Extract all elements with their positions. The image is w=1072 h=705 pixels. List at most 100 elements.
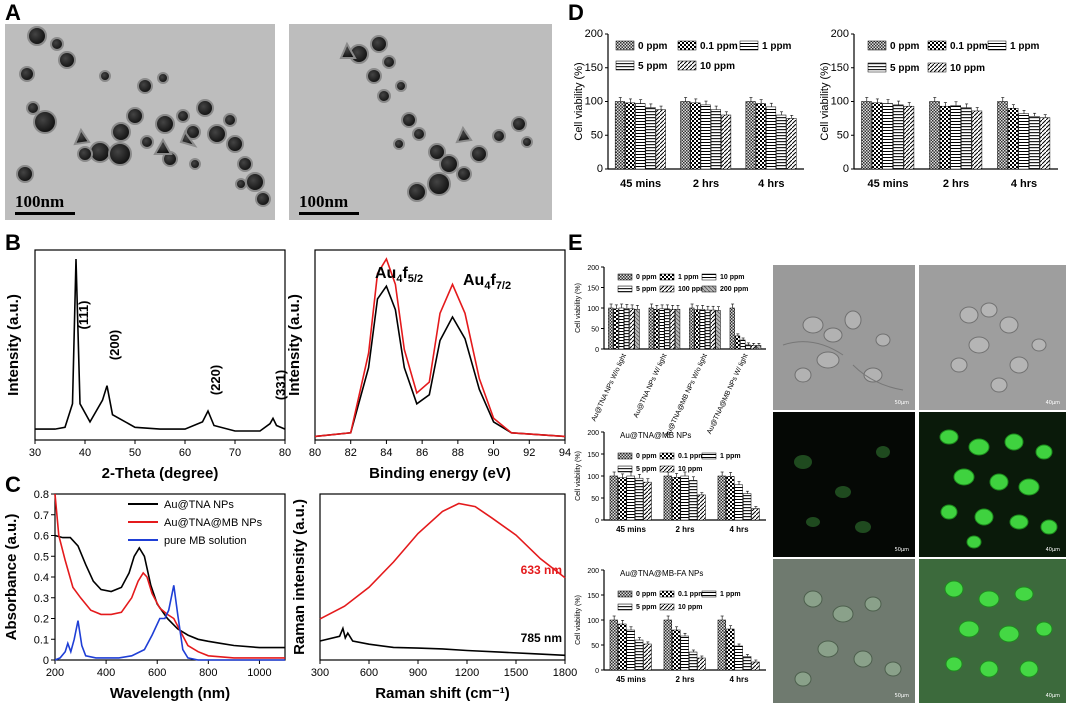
legend-swatch (615, 60, 635, 71)
bar (613, 308, 619, 350)
cells-merge-2 (944, 580, 1053, 678)
legend-swatch (617, 590, 633, 598)
legend-label: 1 ppm (762, 41, 792, 52)
y-tick-label: 100 (831, 96, 849, 108)
legend-swatch (659, 285, 675, 293)
legend-label: 10 ppm (678, 604, 703, 611)
bar (655, 109, 666, 170)
y-tick-label: 200 (587, 430, 599, 437)
bar (729, 307, 735, 350)
bar (659, 308, 665, 350)
cell-viability-d-right: 0 50 100 150 200 Cell viability (%) 45 mins 2 h… (819, 28, 1058, 190)
bar (609, 475, 619, 521)
x-tick-label: 900 (409, 667, 427, 679)
bar (750, 345, 756, 350)
bar (664, 308, 670, 350)
bar (710, 309, 716, 350)
bar (634, 308, 640, 350)
y-tick-label: 0 (843, 163, 849, 175)
bar (680, 635, 689, 671)
y-tick-label: 0.7 (34, 510, 49, 522)
series-line-0 (314, 284, 566, 438)
bar (756, 345, 762, 350)
legend-label: 1 ppm (720, 591, 741, 598)
y-tick-label: 0.1 (34, 634, 49, 646)
bar (663, 475, 673, 521)
y-tick-label: 0.3 (34, 593, 49, 605)
y-tick-label: 0.5 (34, 551, 49, 563)
cell-viability-e-top: 0 50 100 150 200 Cell viability (%) Au@TNA NPs… (575, 265, 766, 439)
legend-swatch (617, 465, 633, 473)
x-tick-label: 86 (416, 447, 428, 459)
x-tick-label: 84 (380, 447, 392, 459)
scale-bar-label-right: 100nm (299, 192, 349, 211)
y-tick-label: 0 (597, 163, 603, 175)
bar (697, 494, 706, 521)
y-tick-label: 150 (587, 593, 599, 600)
xps-chart: 80 82 84 86 88 90 92 94 Binding energy (eV) Inten… (286, 249, 571, 482)
bar (672, 629, 681, 671)
micro-merge-2: 40μm (919, 559, 1066, 703)
legend-label: 10 ppm (700, 61, 735, 72)
bar (717, 619, 727, 671)
legend-swatch (659, 603, 675, 611)
series-line-1 (314, 257, 566, 438)
micro-scale-2: 40μm (1045, 400, 1060, 406)
legend-swatch (617, 452, 633, 460)
bar (929, 101, 940, 170)
legend-swatch (701, 273, 717, 281)
bar (608, 307, 614, 350)
micro-bright-field-2: 40μm (919, 265, 1066, 410)
micro-scale-3: 50μm (894, 547, 909, 553)
bar (614, 101, 626, 170)
bar (688, 651, 698, 671)
panel-label-a: A (5, 0, 21, 25)
bar (1018, 113, 1029, 170)
bar (618, 477, 627, 521)
bar (871, 102, 883, 170)
legend-label: 1 ppm (1010, 41, 1040, 52)
series-line-2 (54, 585, 285, 661)
legend-label: 0 ppm (636, 274, 657, 281)
legend-label: 5 ppm (638, 61, 668, 72)
bar (734, 335, 741, 350)
legend-swatch (617, 285, 633, 293)
tem-image-right: 100nm (289, 24, 552, 220)
bar (653, 308, 660, 350)
legend-label: pure MB solution (164, 535, 247, 547)
x-tick-label: 94 (559, 447, 571, 459)
legend-label: 0 ppm (890, 41, 920, 52)
legend-swatch (659, 273, 675, 281)
panel-label-e: E (568, 230, 583, 255)
bar (624, 308, 630, 350)
legend-swatch (739, 40, 759, 51)
legend-label: Au@TNA NPs (164, 499, 234, 511)
x-tick-label: 600 (148, 667, 166, 679)
bar (629, 308, 635, 350)
legend-label: 100 ppm (678, 286, 706, 293)
bar (726, 628, 735, 671)
plot-frame (34, 249, 286, 441)
bar (609, 619, 619, 671)
y-axis-label: Cell viability (%) (575, 595, 582, 645)
micro-scale-6: 40μm (1045, 693, 1060, 699)
legend-label: 0 ppm (636, 453, 657, 460)
bar (643, 481, 652, 521)
y-tick-label: 100 (587, 618, 599, 625)
bar (700, 104, 711, 170)
legend-swatch (987, 40, 1007, 51)
series-label-633: 633 nm (521, 563, 562, 577)
bar (635, 103, 646, 170)
series-line-0 (319, 502, 566, 620)
legend-swatch (617, 603, 633, 611)
y-tick-label: 50 (837, 129, 849, 141)
chart-title: Au@TNA@MB NPs (620, 431, 691, 440)
category-label: 4 hrs (1011, 178, 1037, 190)
legend-swatch (701, 285, 717, 293)
x-tick-label: 1200 (455, 667, 479, 679)
x-tick-label: 600 (360, 667, 378, 679)
legend-label: 0.1 ppm (678, 591, 704, 598)
tem-image-left: 100nm (5, 24, 275, 220)
y-axis-label: Cell viability (%) (575, 283, 582, 333)
category-label: Au@TNA NPs W/o light (591, 353, 628, 423)
